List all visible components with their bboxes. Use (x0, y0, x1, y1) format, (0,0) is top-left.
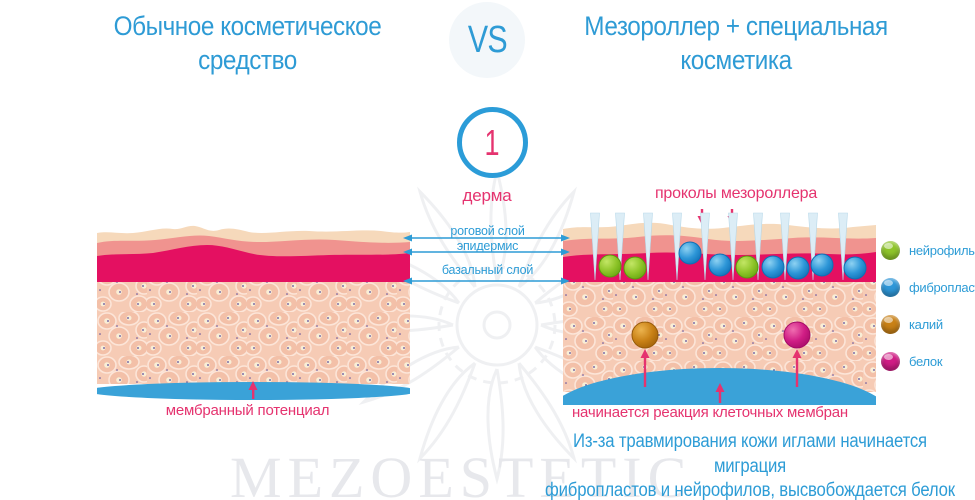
right-title: Мезороллер + специальная косметика (584, 11, 888, 75)
watermark-text: MEZOESTETIC (230, 445, 693, 500)
fibroblast-cells (678, 241, 867, 280)
layer-connector-lines (403, 234, 570, 285)
fibroblast-dot-icon (881, 278, 900, 297)
protein-dot-icon (881, 352, 900, 371)
skin-layer-dermis (97, 282, 410, 384)
legend-label: нейрофилы (909, 243, 975, 258)
step-number-circle: 1 (457, 107, 528, 178)
protein-cell (783, 321, 811, 349)
legend-item-neutrophils: нейрофилы (881, 241, 975, 260)
step-number: 1 (484, 121, 501, 163)
left-skin-diagram (97, 225, 410, 400)
potassium-dot-icon (881, 315, 900, 334)
legend-label: фибропласты (909, 280, 975, 295)
layer-label-epidermis: эпидермис (456, 239, 519, 253)
punctures-label: проколы мезороллера (654, 185, 818, 202)
legend: нейрофилы фибропласты калий белок (881, 241, 975, 389)
needles (590, 212, 848, 281)
layer-label-stratum-corneum: роговой слой (450, 224, 525, 238)
potassium-cell (631, 321, 659, 349)
membrane-reaction-label: начинается реакция клеточных мембран (571, 404, 849, 421)
neutrophil-cells (598, 254, 759, 280)
description-text: Из-за травмирования кожи иглами начинает… (545, 431, 955, 500)
membrane-potential-label: мембранный потенциал (165, 402, 330, 419)
legend-item-potassium: калий (881, 315, 975, 334)
neutrophil-dot-icon (881, 241, 900, 260)
legend-item-fibroblasts: фибропласты (881, 278, 975, 297)
vs-text: VS (467, 18, 508, 61)
layer-label-basal: базальный слой (441, 263, 534, 277)
legend-label: калий (909, 317, 943, 332)
legend-label: белок (909, 354, 943, 369)
right-skin-diagram (563, 209, 876, 405)
vs-badge: VS (449, 2, 525, 78)
membrane-pointer-arrow (248, 381, 258, 399)
legend-item-protein: белок (881, 352, 975, 371)
release-arrows (640, 349, 802, 403)
left-title: Обычное косметическое средство (113, 11, 382, 75)
derma-label: дерма (462, 186, 512, 205)
